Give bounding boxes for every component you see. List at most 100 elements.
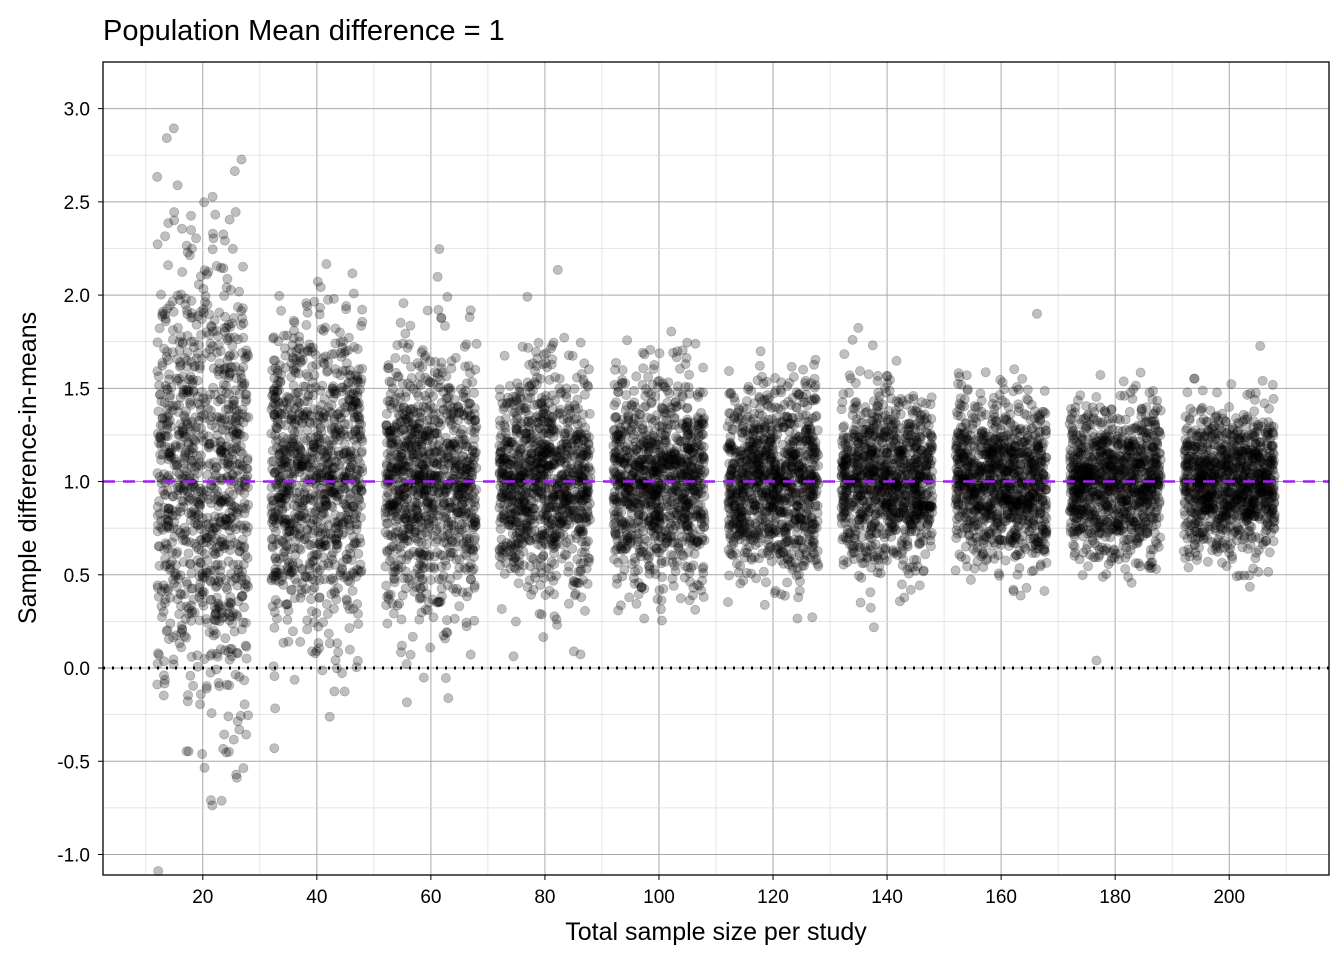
data-point (195, 578, 206, 589)
data-point (331, 663, 342, 674)
data-point (513, 476, 524, 487)
data-point (349, 341, 360, 352)
data-point (348, 399, 359, 410)
data-point (517, 443, 528, 454)
data-point (658, 583, 669, 594)
data-point (305, 432, 316, 443)
data-point (152, 580, 163, 591)
data-point (176, 289, 187, 300)
data-point (186, 308, 197, 319)
data-point (233, 559, 244, 570)
data-point (201, 327, 212, 338)
data-point (429, 482, 440, 493)
data-point (157, 308, 168, 319)
data-point (190, 412, 201, 423)
data-point (221, 514, 232, 525)
data-point (654, 348, 665, 359)
data-point (216, 497, 227, 508)
data-point (524, 575, 535, 586)
data-point (571, 434, 582, 445)
data-point (434, 243, 445, 254)
data-point (510, 616, 521, 627)
data-point (183, 548, 194, 559)
data-point (517, 341, 528, 352)
data-point (178, 431, 189, 442)
data-point (168, 654, 179, 665)
data-point (230, 206, 241, 217)
data-point (457, 424, 468, 435)
data-point (227, 469, 238, 480)
data-point (274, 398, 285, 409)
data-point (580, 605, 591, 616)
data-point (290, 354, 301, 365)
data-point (183, 508, 194, 519)
data-point (185, 210, 196, 221)
data-point (240, 474, 251, 485)
data-point (612, 457, 623, 468)
data-point (613, 605, 624, 616)
data-point (225, 496, 236, 507)
data-point (216, 560, 227, 571)
data-point (236, 624, 247, 635)
data-point (199, 197, 210, 208)
data-point (210, 615, 221, 626)
data-point (219, 326, 230, 337)
data-point (314, 643, 325, 654)
data-point (173, 573, 184, 584)
data-point (274, 290, 285, 301)
data-point (186, 507, 197, 518)
data-point (216, 385, 227, 396)
data-point (399, 533, 410, 544)
data-point (315, 302, 326, 313)
data-point (171, 581, 182, 592)
data-point (509, 508, 520, 519)
data-point (428, 612, 439, 623)
data-point (414, 371, 425, 382)
data-point (305, 594, 316, 605)
data-point (381, 408, 392, 419)
data-point (470, 541, 481, 552)
data-point (218, 229, 229, 240)
data-point (435, 382, 446, 393)
data-point (514, 559, 525, 570)
data-point (538, 632, 549, 643)
data-point (216, 795, 227, 806)
data-point (224, 654, 235, 665)
data-point (193, 279, 204, 290)
data-point (206, 648, 217, 659)
data-point (225, 612, 236, 623)
data-point (237, 381, 248, 392)
data-point (459, 511, 470, 522)
data-point (242, 453, 253, 464)
data-point (164, 523, 175, 534)
data-point (222, 335, 233, 346)
data-point (237, 566, 248, 577)
data-point (163, 260, 174, 271)
data-point (192, 650, 203, 661)
data-point (239, 498, 250, 509)
data-point (230, 669, 241, 680)
data-point (279, 343, 290, 354)
data-point (180, 293, 191, 304)
data-point (684, 369, 695, 380)
data-point (174, 482, 185, 493)
data-point (512, 461, 523, 472)
data-point (241, 526, 252, 537)
data-point (168, 523, 179, 534)
data-point (321, 499, 332, 510)
data-point (301, 319, 312, 330)
data-point (561, 383, 572, 394)
data-point (439, 320, 450, 331)
data-point (611, 412, 622, 423)
data-point (178, 496, 189, 507)
data-point (322, 294, 333, 305)
data-point (295, 636, 306, 647)
data-point (699, 522, 710, 533)
data-point (400, 328, 411, 339)
data-point (224, 602, 235, 613)
data-point (631, 371, 642, 382)
data-point (163, 634, 174, 645)
data-point (222, 273, 233, 284)
data-point (504, 545, 515, 556)
data-point (209, 437, 220, 448)
